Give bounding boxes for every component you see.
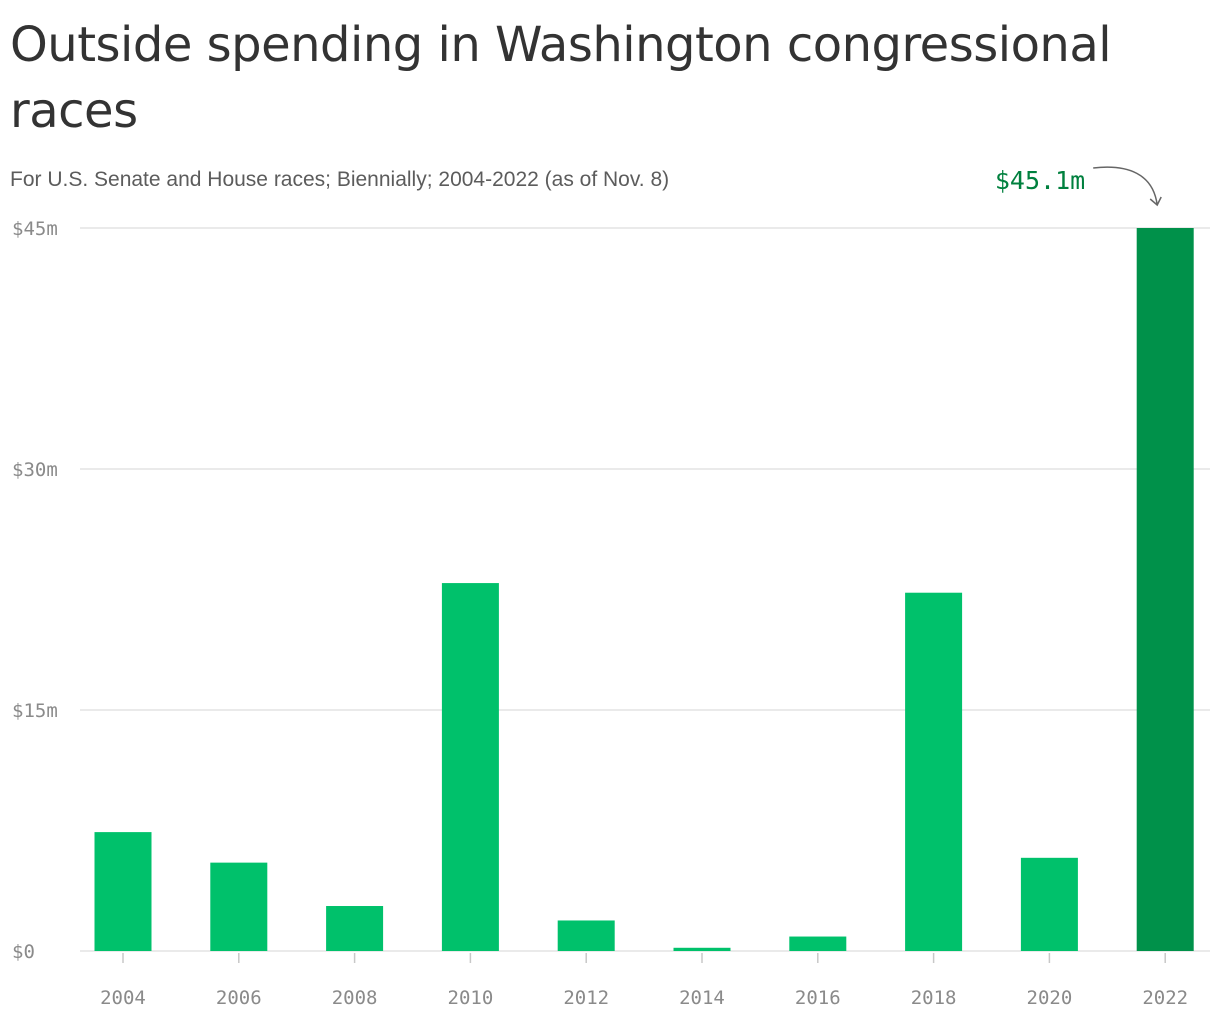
bar-2014: [673, 947, 731, 951]
bar-2012: [557, 920, 615, 951]
x-tick-label: 2016: [795, 987, 841, 1009]
x-tick-label: 2012: [563, 987, 609, 1009]
x-tick-label: 2018: [911, 987, 957, 1009]
chart-subtitle: For U.S. Senate and House races; Biennia…: [10, 168, 670, 191]
chart-title: Outside spending in Washington congressi…: [10, 17, 1112, 139]
axes: $0 $15m $30m $45m 2004 2006 2008 2010 2012 2014 20…: [12, 218, 1188, 1009]
bar-2016: [789, 936, 847, 951]
y-tick-label: $15m: [12, 700, 58, 722]
bar-2004: [94, 832, 152, 951]
x-tick-label: 2020: [1027, 987, 1073, 1009]
y-tick-label: $0: [12, 941, 35, 963]
bar-2022: [1136, 228, 1194, 951]
bar-2008: [326, 906, 384, 951]
y-tick-label: $45m: [12, 218, 58, 240]
bar-2010: [441, 583, 499, 951]
bar-2020: [1020, 857, 1078, 951]
callout-arrowhead: [1149, 196, 1162, 207]
x-tick-label: 2004: [100, 987, 146, 1009]
bar-2018: [905, 592, 963, 951]
x-tick-label: 2022: [1142, 987, 1188, 1009]
bar-2006: [210, 862, 268, 951]
x-tick-label: 2010: [448, 987, 494, 1009]
x-tick-label: 2014: [679, 987, 725, 1009]
highlight-value-label: $45.1m: [995, 166, 1085, 195]
bars: [94, 228, 1194, 951]
y-tick-label: $30m: [12, 459, 58, 481]
highlight-callout: $45.1m: [995, 166, 1162, 207]
x-tick-label: 2006: [216, 987, 262, 1009]
x-tick-label: 2008: [332, 987, 378, 1009]
gridlines: [80, 227, 1210, 952]
callout-arrow: [1093, 166, 1158, 206]
